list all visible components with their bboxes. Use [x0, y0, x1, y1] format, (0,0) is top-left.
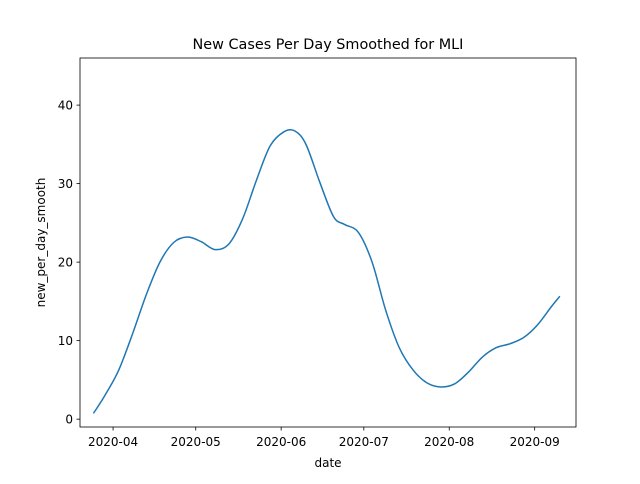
x-tick-label: 2020-08 [424, 435, 474, 449]
x-tick-label: 2020-06 [256, 435, 306, 449]
y-axis-title: new_per_day_smooth [34, 178, 48, 308]
x-tick-label: 2020-09 [510, 435, 560, 449]
y-axis-ticks: 0 10 20 30 40 [58, 98, 80, 426]
y-tick-label: 0 [65, 412, 73, 426]
x-tick-label: 2020-05 [171, 435, 221, 449]
x-tick-label: 2020-04 [88, 435, 138, 449]
series-line [93, 128, 561, 414]
x-tick-label: 2020-07 [339, 435, 389, 449]
x-axis-title: date [314, 456, 341, 470]
x-axis-ticks: 2020-04 2020-05 2020-06 2020-07 2020-08 2020-… [88, 427, 560, 449]
y-tick-label: 40 [58, 98, 73, 112]
plot-frame [79, 57, 577, 428]
y-tick-label: 10 [58, 334, 73, 348]
y-tick-label: 30 [58, 177, 73, 191]
y-tick-label: 20 [58, 255, 73, 269]
chart-title: New Cases Per Day Smoothed for MLI [193, 37, 464, 53]
